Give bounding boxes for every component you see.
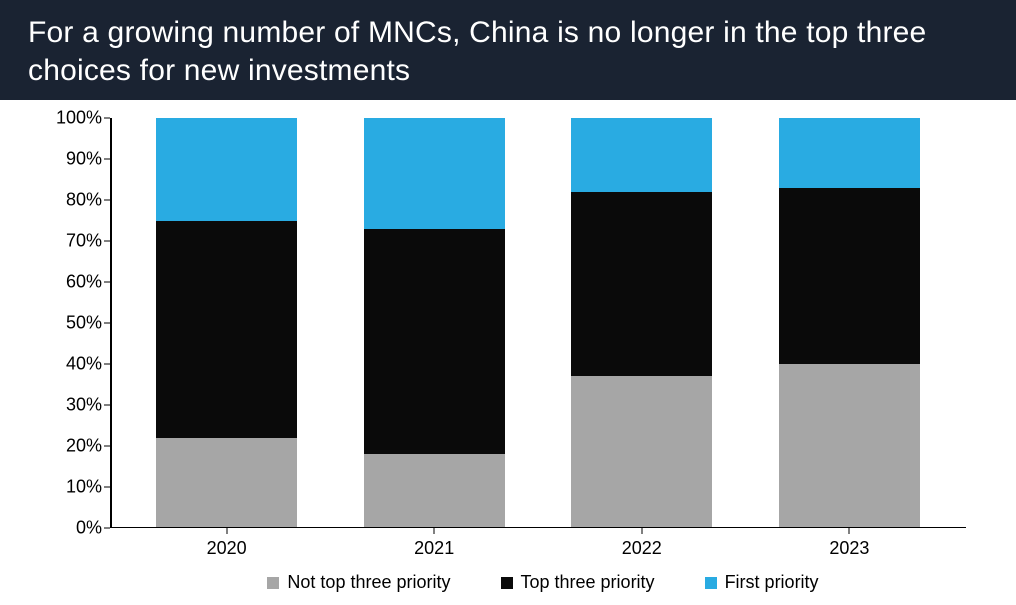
bar-segment-top_three — [571, 192, 712, 377]
bar-segment-not_top_three — [156, 438, 297, 528]
y-tick-label: 50% — [66, 313, 102, 334]
bar-segment-top_three — [779, 188, 920, 364]
legend-label: Not top three priority — [287, 572, 450, 593]
bar-segment-not_top_three — [364, 454, 505, 528]
bar-column: 2023 — [779, 118, 920, 528]
y-tick-label: 0% — [76, 518, 102, 539]
bar-column: 2020 — [156, 118, 297, 528]
legend-item: Top three priority — [501, 572, 655, 593]
y-tick-label: 10% — [66, 477, 102, 498]
legend-item: Not top three priority — [267, 572, 450, 593]
bar-segment-first — [364, 118, 505, 229]
chart-header: For a growing number of MNCs, China is n… — [0, 0, 1016, 100]
legend-label: First priority — [725, 572, 819, 593]
y-tick-label: 80% — [66, 190, 102, 211]
legend-swatch — [705, 577, 717, 589]
x-tick-label: 2021 — [414, 538, 454, 559]
bar-column: 2021 — [364, 118, 505, 528]
y-tick-label: 70% — [66, 231, 102, 252]
x-axis-line — [110, 527, 966, 529]
x-tick-label: 2020 — [207, 538, 247, 559]
bars-container: 2020 2021 2022 2023 — [110, 118, 966, 528]
y-tick-label: 100% — [56, 108, 102, 129]
y-tick-label: 20% — [66, 436, 102, 457]
bar-segment-first — [779, 118, 920, 188]
x-tick-mark — [226, 528, 227, 534]
x-tick-mark — [849, 528, 850, 534]
legend-swatch — [267, 577, 279, 589]
x-tick-label: 2023 — [829, 538, 869, 559]
y-tick-label: 40% — [66, 354, 102, 375]
plot-region: 0%10%20%30%40%50%60%70%80%90%100% 202020… — [110, 118, 966, 528]
legend: Not top three priority Top three priority… — [110, 572, 976, 593]
legend-swatch — [501, 577, 513, 589]
chart-title: For a growing number of MNCs, China is n… — [28, 14, 988, 89]
bar-segment-top_three — [156, 221, 297, 438]
bar-segment-not_top_three — [779, 364, 920, 528]
legend-label: Top three priority — [521, 572, 655, 593]
bar-segment-first — [571, 118, 712, 192]
y-tick-label: 90% — [66, 149, 102, 170]
y-axis: 0%10%20%30%40%50%60%70%80%90%100% — [40, 118, 110, 528]
bar-column: 2022 — [571, 118, 712, 528]
x-tick-label: 2022 — [622, 538, 662, 559]
y-tick-label: 30% — [66, 395, 102, 416]
x-tick-mark — [434, 528, 435, 534]
y-tick-label: 60% — [66, 272, 102, 293]
bar-segment-not_top_three — [571, 376, 712, 528]
bar-segment-top_three — [364, 229, 505, 455]
x-tick-mark — [641, 528, 642, 534]
legend-item: First priority — [705, 572, 819, 593]
bar-segment-first — [156, 118, 297, 221]
chart-area: 0%10%20%30%40%50%60%70%80%90%100% 202020… — [0, 100, 1016, 605]
